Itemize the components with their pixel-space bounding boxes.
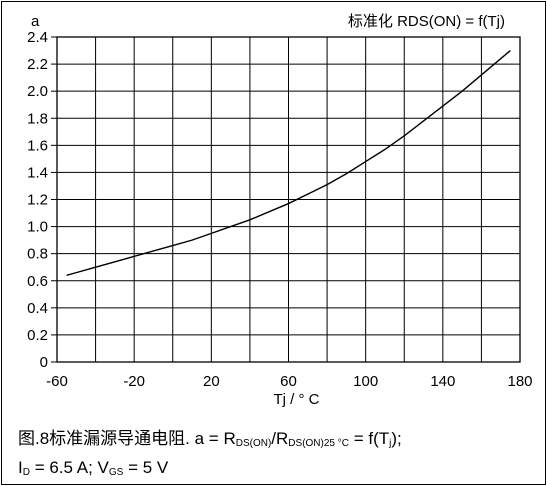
y-tick-label: 2.0 <box>27 83 48 100</box>
caption-line-1: 图.8标准漏源导通电阻. a = RDS(ON)/RDS(ON)25 °C = … <box>18 427 402 451</box>
x-tick-label: 60 <box>280 373 297 390</box>
y-tick-label: 2.4 <box>27 29 48 46</box>
caption-text: = 5 V <box>123 458 169 477</box>
y-tick-label: 0.8 <box>27 246 48 263</box>
y-tick-label: 0.4 <box>27 300 48 317</box>
caption-subscript: D <box>22 467 30 478</box>
y-tick-label: 2.2 <box>27 56 48 73</box>
y-tick-label: 1.4 <box>27 164 48 181</box>
y-tick-label: 0 <box>40 354 48 371</box>
caption-text: = 6.5 A; V <box>29 458 109 477</box>
y-tick-label: 0.2 <box>27 327 48 344</box>
x-tick-label: 100 <box>353 373 378 390</box>
caption-text: /R <box>271 429 289 448</box>
x-tick-label: -60 <box>46 373 68 390</box>
x-tick-label: 20 <box>203 373 220 390</box>
caption-text: I <box>18 458 23 477</box>
y-axis-label: a <box>31 13 40 30</box>
x-tick-label: -20 <box>123 373 145 390</box>
y-tick-label: 1.6 <box>27 137 48 154</box>
caption-text: 图.8标准漏源导通电阻. a = R <box>18 429 236 448</box>
caption-line-2: ID = 6.5 A; VGS = 5 V <box>18 456 168 480</box>
y-tick-label: 1.2 <box>27 192 48 209</box>
y-tick-label: 0.6 <box>27 273 48 290</box>
caption-text: ); <box>391 429 402 448</box>
data-series-line <box>66 50 511 277</box>
x-axis-label: Tj / ° C <box>274 391 320 408</box>
y-tick-label: 1.0 <box>27 219 48 236</box>
caption-subscript: DS(ON) <box>235 438 272 449</box>
chart: 0 0.2 0.4 0.6 0.8 1.0 1.2 1.4 1.6 1.8 2.0 2.2 2.4 -60… <box>27 13 532 408</box>
caption-subscript: DS(ON)25 °C <box>288 438 349 449</box>
x-tick-label: 180 <box>507 373 532 390</box>
x-tick-label: 140 <box>430 373 455 390</box>
chart-title: 标准化 RDS(ON) = f(Tj) <box>348 13 505 30</box>
caption-subscript: GS <box>108 467 124 478</box>
caption-subscript: j <box>389 438 392 449</box>
caption-text: = f(T <box>348 429 390 448</box>
y-tick-label: 1.8 <box>27 110 48 127</box>
